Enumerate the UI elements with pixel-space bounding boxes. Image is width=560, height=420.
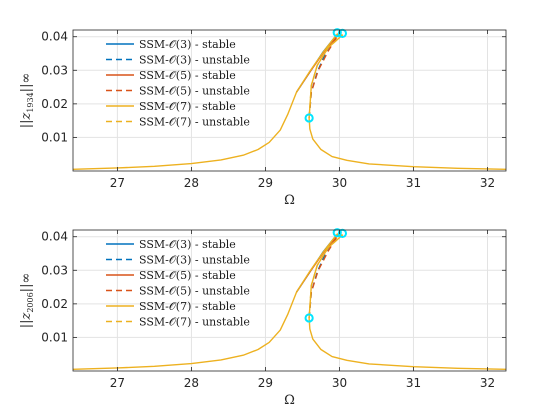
legend-label-5: SSM-𝒪(7) - stable: [139, 100, 236, 113]
bifurcation-marker-2: [332, 28, 342, 38]
series-line-6: [308, 234, 343, 319]
x-tick-label: 27: [110, 176, 125, 190]
y-tick-label: 0.04: [41, 30, 68, 44]
chart-panel-1: 27 28 29 30 31 32 0.01 0.02 0.03 0.04 Ω ||z1934||∞ S…: [19, 28, 507, 208]
legend-label-1: SSM-𝒪(3) - stable: [139, 38, 236, 51]
legend-label-6: SSM-𝒪(7) - unstable: [139, 116, 250, 129]
x-tick-label: 27: [110, 376, 125, 390]
chart-panel-2: 27 28 29 30 31 32 0.01 0.02 0.03 0.04 Ω ||z2006||∞ S…: [19, 228, 507, 408]
x-tick-label: 31: [406, 376, 421, 390]
plot-area: [73, 30, 506, 171]
x-tick-label: 28: [184, 376, 199, 390]
x-axis-label: Ω: [284, 193, 295, 208]
legend-label-3: SSM-𝒪(5) - stable: [139, 69, 236, 82]
y-tick-label: 0.03: [41, 63, 68, 77]
y-axis-label: ||z1934||∞: [19, 73, 35, 129]
x-axis-label: Ω: [284, 393, 295, 408]
y-tick-label: 0.02: [41, 97, 68, 111]
legend-label-2: SSM-𝒪(3) - unstable: [139, 54, 250, 67]
legend-label-6: SSM-𝒪(7) - unstable: [139, 316, 250, 329]
bifurcation-marker-1: [304, 113, 314, 123]
bifurcation-marker-2: [332, 228, 342, 238]
legend-label-4: SSM-𝒪(5) - unstable: [139, 285, 250, 298]
x-tick-label: 31: [406, 176, 421, 190]
x-tick-label: 30: [332, 376, 347, 390]
x-tick-label: 28: [184, 176, 199, 190]
legend: SSM-𝒪(3) - stable SSM-𝒪(3) - unstable SSM-…: [106, 238, 250, 329]
axes-box: [72, 29, 507, 172]
x-tick-label: 30: [332, 176, 347, 190]
series-line-6: [308, 34, 343, 119]
y-tick-label: 0.02: [41, 297, 68, 311]
legend-label-2: SSM-𝒪(3) - unstable: [139, 254, 250, 267]
y-tick-label: 0.04: [41, 230, 68, 244]
x-tick-label: 29: [258, 176, 273, 190]
legend-label-5: SSM-𝒪(7) - stable: [139, 300, 236, 313]
legend-label-3: SSM-𝒪(5) - stable: [139, 269, 236, 282]
legend: SSM-𝒪(3) - stable SSM-𝒪(3) - unstable SSM-…: [106, 38, 250, 129]
legend-label-1: SSM-𝒪(3) - stable: [139, 238, 236, 251]
y-axis-label: ||z2006||∞: [19, 273, 35, 329]
x-tick-label: 32: [480, 176, 495, 190]
y-tick-label: 0.01: [41, 130, 68, 144]
plot-area: [73, 230, 506, 371]
legend-label-4: SSM-𝒪(5) - unstable: [139, 85, 250, 98]
x-tick-label: 32: [480, 376, 495, 390]
bifurcation-marker-1: [304, 313, 314, 323]
y-tick-label: 0.03: [41, 263, 68, 277]
x-tick-label: 29: [258, 376, 273, 390]
axes-box: [72, 229, 507, 372]
y-tick-label: 0.01: [41, 330, 68, 344]
